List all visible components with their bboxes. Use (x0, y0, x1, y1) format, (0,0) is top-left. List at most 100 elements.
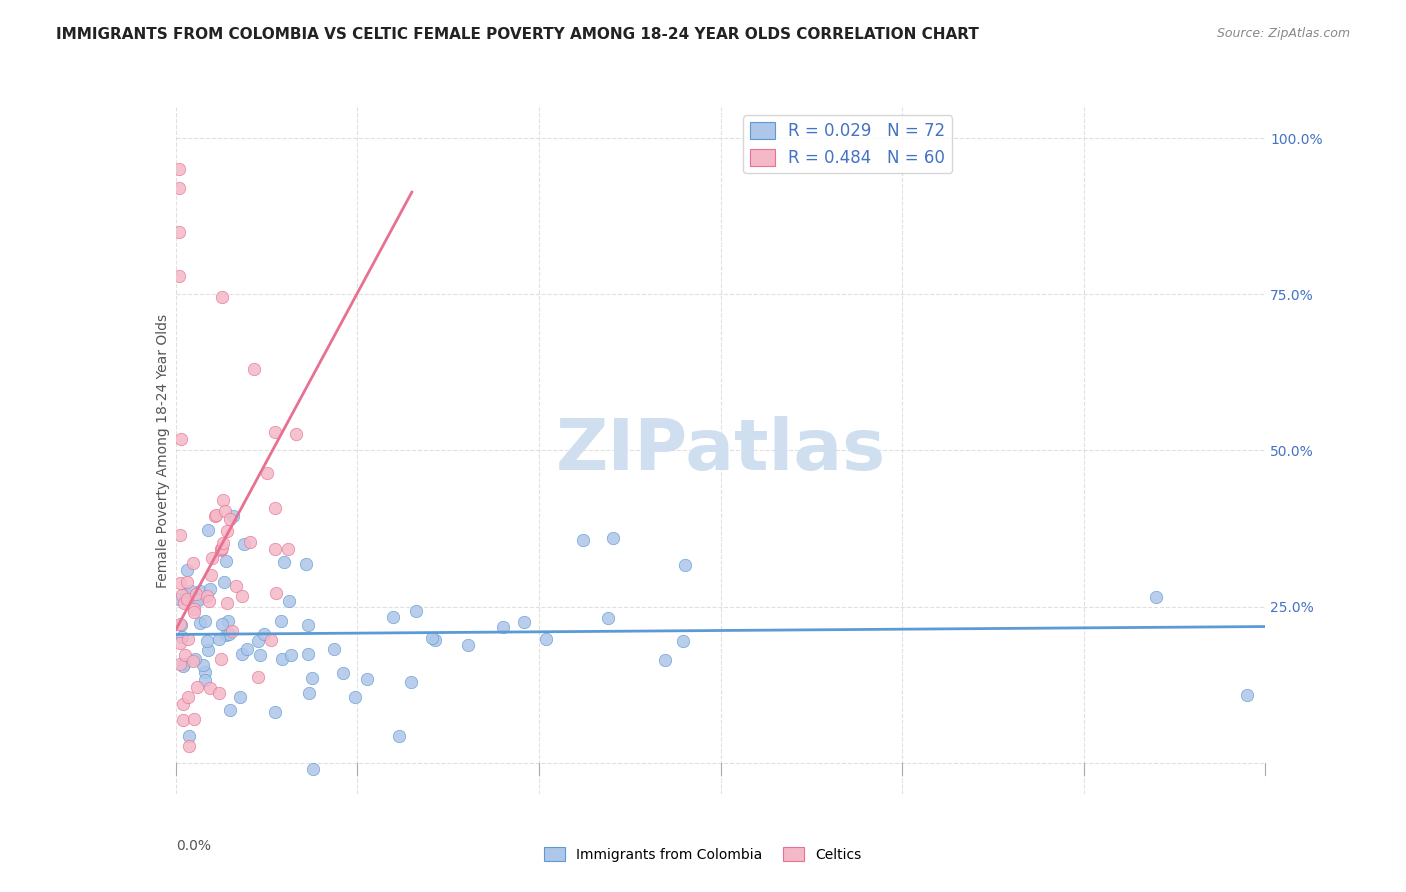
Point (180, 584, 202, 599)
Point (572, 533, 595, 548)
Point (221, 624, 243, 638)
Legend: Immigrants from Colombia, Celtics: Immigrants from Colombia, Celtics (538, 841, 868, 867)
Point (654, 653, 676, 667)
Point (343, 690, 366, 705)
Point (169, 657, 191, 671)
Point (356, 672, 378, 686)
Point (208, 686, 231, 700)
Point (194, 615, 217, 629)
Point (204, 508, 226, 523)
Point (208, 632, 231, 646)
Point (176, 574, 198, 589)
Text: ZIPatlas: ZIPatlas (555, 416, 886, 485)
Point (183, 652, 205, 666)
Point (174, 587, 197, 601)
Point (212, 575, 235, 590)
Point (420, 631, 443, 645)
Point (209, 542, 232, 557)
Point (239, 535, 262, 549)
Point (181, 556, 204, 570)
Point (176, 563, 198, 577)
Point (247, 670, 270, 684)
Point (596, 610, 619, 624)
Text: Source: ZipAtlas.com: Source: ZipAtlas.com (1216, 27, 1350, 40)
Point (229, 690, 252, 705)
Point (215, 524, 238, 538)
Point (172, 630, 194, 644)
Point (211, 541, 233, 556)
Point (169, 181, 191, 195)
Point (302, 762, 325, 776)
Point (256, 466, 278, 480)
Point (205, 508, 228, 523)
Point (1236, 688, 1258, 702)
Text: 0.0%: 0.0% (176, 838, 211, 853)
Point (222, 509, 245, 524)
Point (173, 648, 195, 662)
Point (169, 592, 191, 607)
Point (301, 672, 323, 686)
Point (194, 673, 217, 687)
Point (215, 554, 238, 568)
Point (169, 268, 191, 283)
Point (270, 614, 292, 628)
Point (225, 579, 247, 593)
Point (263, 542, 285, 557)
Point (214, 504, 236, 518)
Point (297, 647, 319, 661)
Point (513, 615, 536, 629)
Point (332, 665, 354, 680)
Point (236, 641, 259, 656)
Point (271, 652, 294, 666)
Point (197, 643, 219, 657)
Point (197, 633, 219, 648)
Point (672, 634, 695, 648)
Point (169, 225, 191, 239)
Point (200, 568, 222, 582)
Point (215, 596, 238, 610)
Point (253, 627, 276, 641)
Point (177, 739, 200, 753)
Point (181, 654, 204, 668)
Point (176, 632, 198, 647)
Point (179, 729, 201, 743)
Point (183, 602, 205, 616)
Point (264, 705, 287, 719)
Point (191, 657, 214, 672)
Point (264, 425, 287, 440)
Point (212, 492, 235, 507)
Point (322, 642, 344, 657)
Point (277, 541, 299, 556)
Point (218, 627, 240, 641)
Point (194, 665, 217, 679)
Point (219, 512, 242, 526)
Point (177, 690, 200, 705)
Point (170, 432, 193, 446)
Point (183, 712, 205, 726)
Point (190, 615, 212, 630)
Point (172, 713, 194, 727)
Point (388, 729, 411, 743)
Point (184, 587, 207, 601)
Point (425, 632, 447, 647)
Point (211, 617, 233, 632)
Point (172, 588, 194, 602)
Point (457, 638, 479, 652)
Point (195, 589, 218, 603)
Point (232, 537, 254, 551)
Point (176, 592, 198, 607)
Point (187, 591, 209, 606)
Point (169, 528, 191, 542)
Point (211, 541, 233, 556)
Point (298, 686, 321, 700)
Point (172, 658, 194, 673)
Point (285, 426, 308, 441)
Point (197, 593, 219, 607)
Point (231, 589, 253, 603)
Point (197, 523, 219, 537)
Point (200, 681, 222, 696)
Point (169, 162, 191, 177)
Point (246, 633, 269, 648)
Point (173, 657, 195, 671)
Point (170, 618, 193, 632)
